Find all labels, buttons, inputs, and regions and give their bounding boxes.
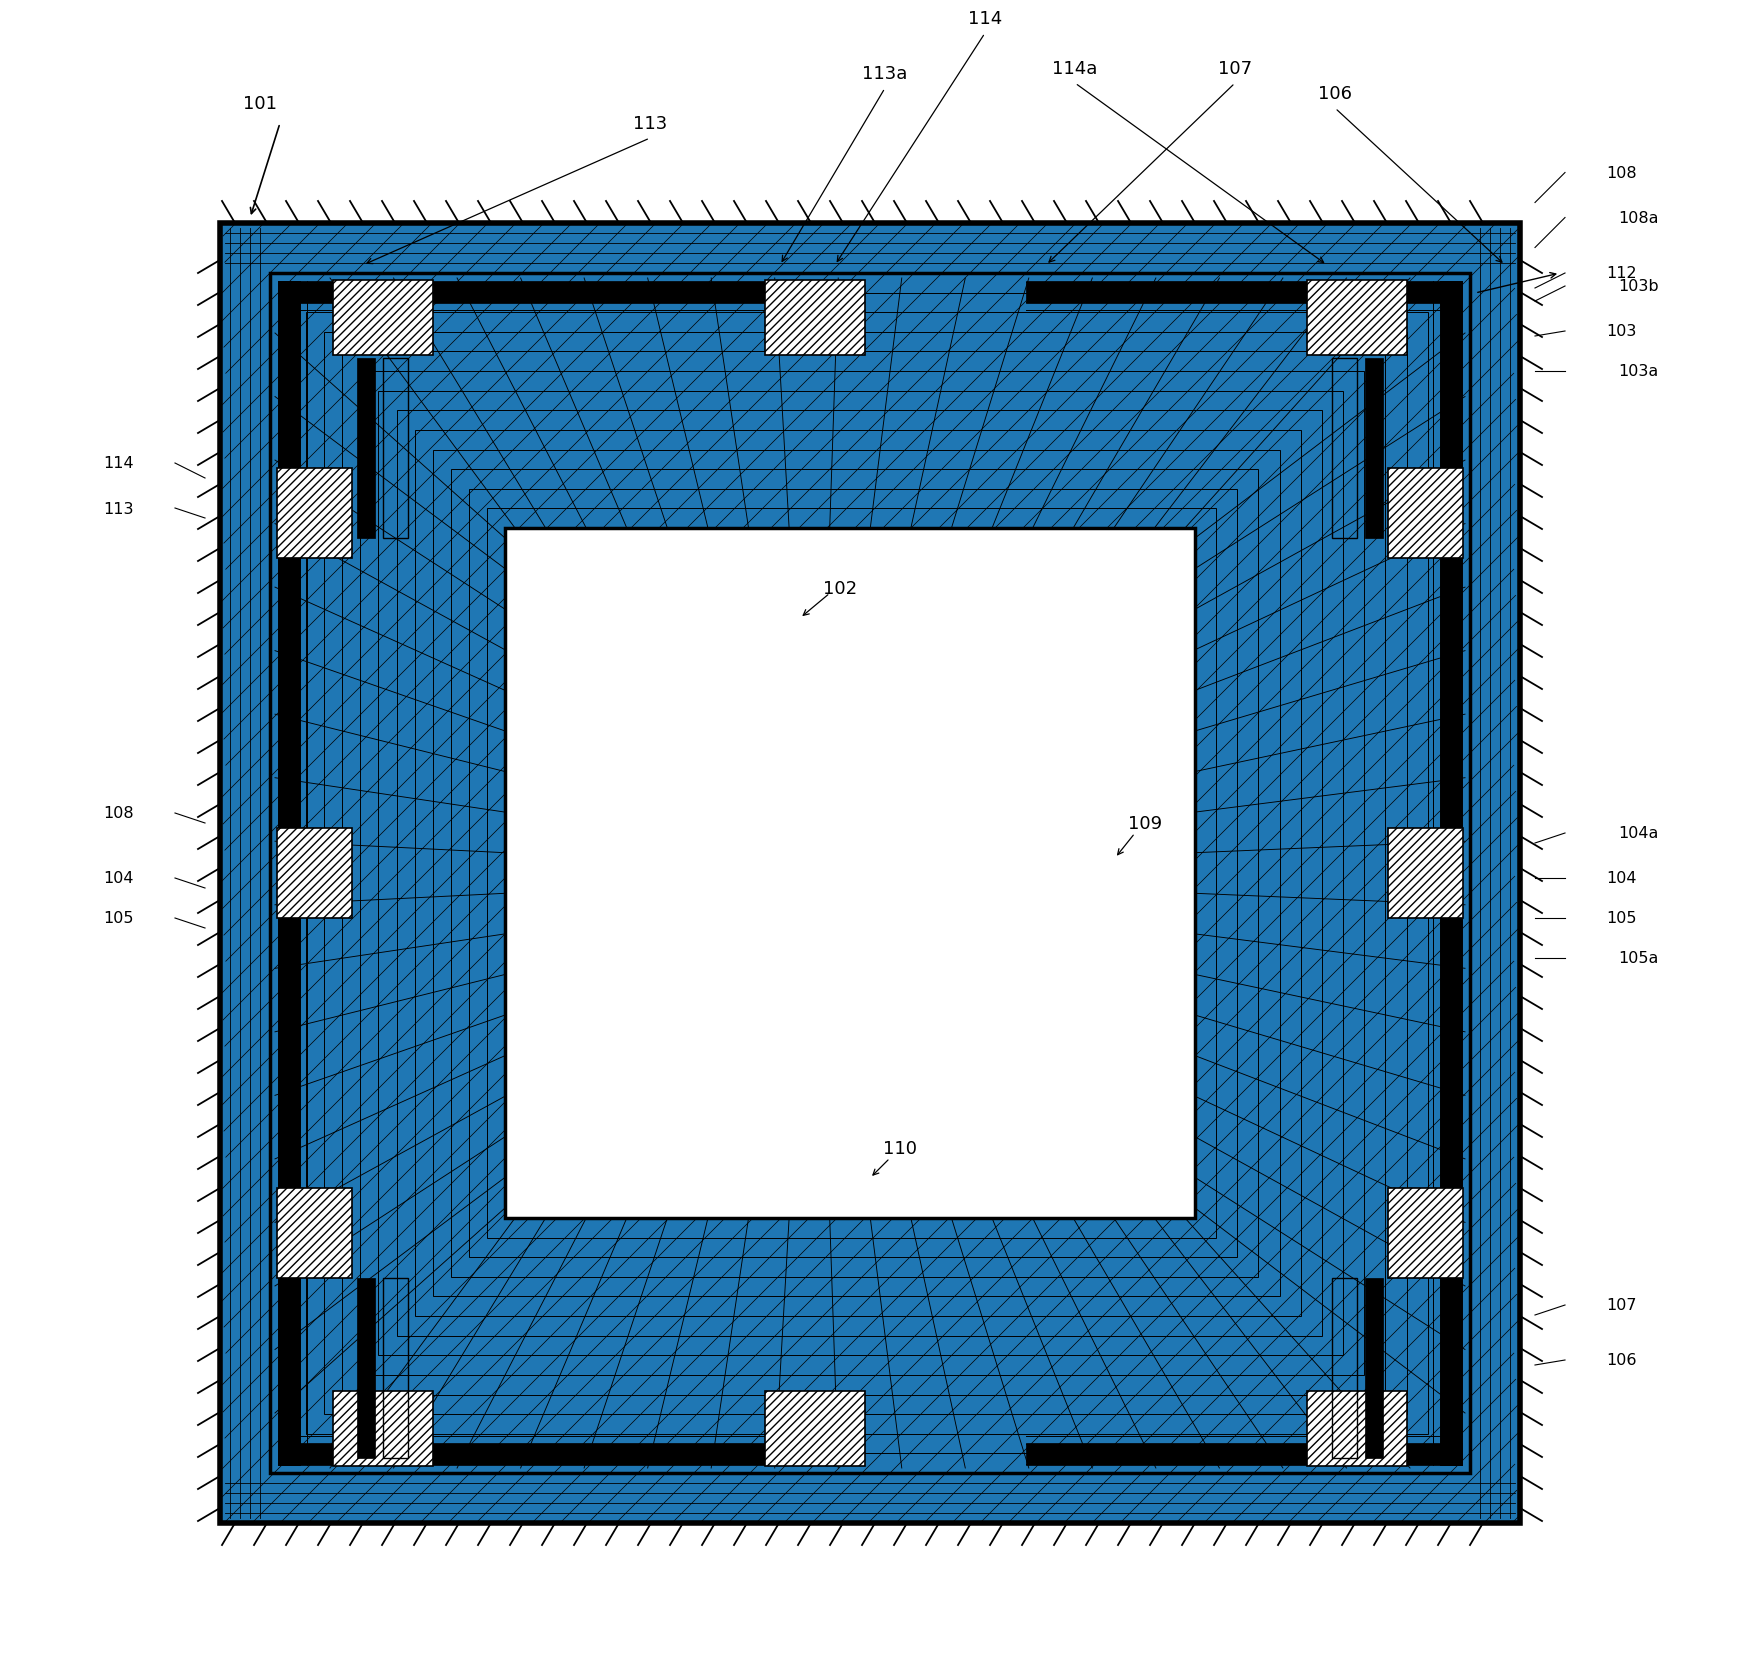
Bar <box>1440 281 1461 1466</box>
Bar <box>1388 828 1462 918</box>
Text: 110: 110 <box>882 1139 916 1158</box>
Text: 113a: 113a <box>863 65 908 84</box>
Bar <box>765 1392 864 1466</box>
Bar <box>468 490 1236 1258</box>
Bar <box>1363 1278 1383 1459</box>
Bar <box>1306 281 1407 356</box>
Bar <box>356 358 376 539</box>
Text: 106: 106 <box>1316 85 1351 104</box>
Bar <box>504 529 1195 1218</box>
Text: 114a: 114a <box>1052 60 1097 79</box>
Text: 103: 103 <box>1605 325 1635 340</box>
Text: 107: 107 <box>1217 60 1252 79</box>
Bar <box>765 281 864 356</box>
Text: 108: 108 <box>103 806 134 821</box>
Text: 113: 113 <box>633 115 666 132</box>
Bar <box>414 430 1301 1317</box>
Bar <box>1388 468 1462 559</box>
Bar <box>1388 1188 1462 1278</box>
Bar <box>1332 1278 1356 1459</box>
Text: 114: 114 <box>103 457 134 472</box>
Bar <box>278 281 765 304</box>
Bar <box>1026 1444 1461 1466</box>
Bar <box>219 224 1520 1522</box>
Bar <box>277 828 351 918</box>
Text: 105a: 105a <box>1617 950 1657 965</box>
Text: 104: 104 <box>103 872 134 887</box>
Text: 105: 105 <box>1605 912 1636 925</box>
Bar <box>1026 281 1461 304</box>
Bar <box>278 281 299 1466</box>
Bar <box>1440 281 1461 1466</box>
Text: 102: 102 <box>823 579 857 597</box>
Bar <box>332 1392 433 1466</box>
Bar <box>323 333 1405 1414</box>
Text: 107: 107 <box>1605 1298 1636 1313</box>
Text: 103a: 103a <box>1617 365 1657 380</box>
Bar <box>396 412 1322 1337</box>
Bar <box>1332 358 1356 539</box>
Text: 103b: 103b <box>1617 279 1657 294</box>
Text: 109: 109 <box>1127 815 1162 833</box>
Bar <box>278 281 299 1466</box>
Bar <box>277 1188 351 1278</box>
Bar <box>343 353 1384 1395</box>
Bar <box>504 529 1195 1218</box>
Bar <box>383 358 407 539</box>
Bar <box>332 281 433 356</box>
Bar <box>379 391 1343 1355</box>
Bar <box>289 293 1449 1454</box>
Bar <box>270 274 1469 1474</box>
Bar <box>278 1444 765 1466</box>
Bar <box>219 224 1520 1522</box>
Bar <box>356 1278 376 1459</box>
Bar <box>487 509 1216 1238</box>
Text: 106: 106 <box>1605 1353 1636 1369</box>
Text: 104: 104 <box>1605 872 1636 887</box>
Bar <box>306 313 1428 1434</box>
Bar <box>433 450 1278 1297</box>
Text: 108a: 108a <box>1617 211 1657 226</box>
Text: 114: 114 <box>967 10 1002 28</box>
Bar <box>277 468 351 559</box>
Text: 113: 113 <box>103 502 134 517</box>
Bar <box>450 470 1257 1276</box>
Bar <box>383 1278 407 1459</box>
Text: 105: 105 <box>103 912 134 925</box>
Bar <box>1306 1392 1407 1466</box>
Bar <box>360 371 1363 1375</box>
Text: 108: 108 <box>1605 166 1636 181</box>
Text: 101: 101 <box>243 95 277 114</box>
Bar <box>1363 358 1383 539</box>
Text: 112: 112 <box>1605 266 1636 281</box>
Bar <box>219 224 1520 1522</box>
Text: 104a: 104a <box>1617 826 1657 842</box>
